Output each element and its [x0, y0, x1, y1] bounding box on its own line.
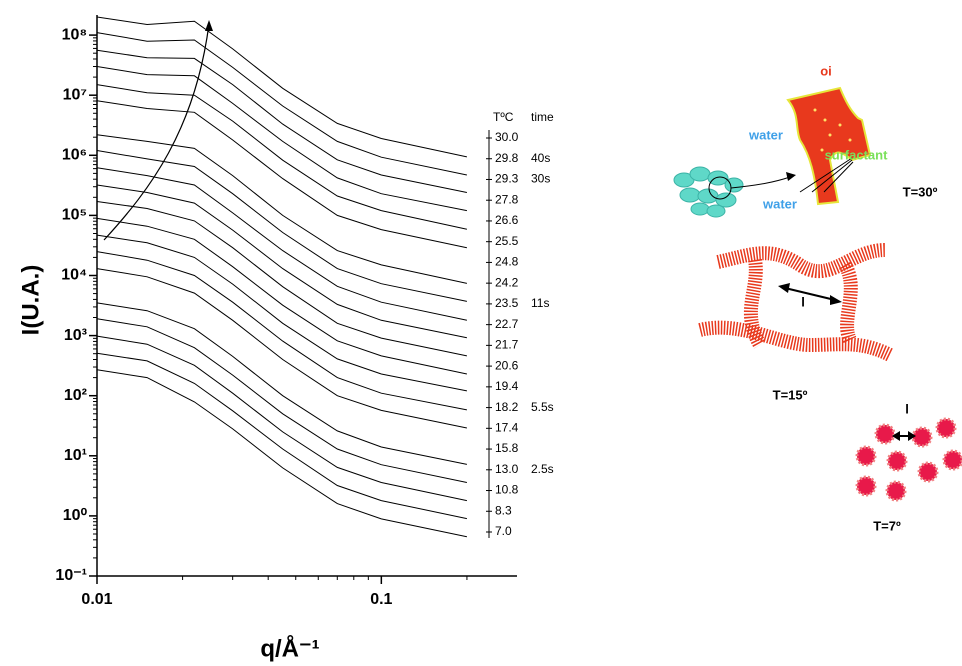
micelle-spheres [855, 417, 962, 502]
legend-label: 22.7 [495, 317, 519, 331]
legend-label: 24.8 [495, 255, 519, 269]
y-tick-label: 10² [64, 387, 87, 404]
legend-label: 24.2 [495, 275, 519, 289]
legend-label: 26.6 [495, 213, 519, 227]
y-tick-label: 10⁶ [62, 147, 87, 164]
y-tick-label: 10⁻¹ [55, 567, 87, 584]
annotation: water [748, 127, 783, 142]
x-axis-label: q/Å⁻¹ [260, 634, 319, 662]
legend-label: 30.0 [495, 130, 519, 144]
bicontinuous-structure [786, 86, 872, 206]
legend-label: 25.5 [495, 234, 519, 248]
annotation: oi [820, 63, 832, 78]
curve [96, 369, 468, 538]
annotation: surfactant [825, 147, 889, 162]
curve [96, 100, 468, 249]
curve [96, 217, 468, 375]
curve [96, 201, 468, 357]
legend-label: 29.8 [495, 151, 519, 165]
legend-label: 8.3 [495, 503, 512, 517]
curve [96, 302, 467, 465]
time-label: 5.5s [531, 400, 554, 414]
x-tick-label: 0.1 [370, 591, 392, 608]
time-label: 11s [531, 296, 549, 310]
curve [96, 150, 468, 302]
legend-label: 17.4 [495, 420, 519, 434]
spacing-arrow [784, 287, 836, 301]
x-tick-label: 0.01 [81, 591, 112, 608]
curve [96, 32, 468, 176]
trend-arrow [103, 23, 210, 241]
arrow-head [830, 295, 842, 305]
legend-label: 13.0 [495, 462, 519, 476]
legend-header: time [531, 110, 554, 124]
curve [96, 335, 468, 502]
curve [96, 134, 468, 284]
annotation: l [801, 294, 805, 309]
annotation: T=7º [873, 518, 901, 533]
curve [96, 167, 468, 321]
micelle-cluster [673, 166, 744, 218]
curve [96, 251, 467, 411]
curve [96, 49, 468, 193]
annotation: T=15º [773, 387, 808, 402]
surfactant-dots [813, 108, 852, 152]
legend-label: 20.6 [495, 358, 519, 372]
curve [96, 268, 468, 429]
annotation: water [762, 196, 797, 211]
curve [96, 84, 468, 230]
curve [96, 66, 467, 212]
y-tick-label: 10⁰ [63, 507, 88, 524]
y-axis-label: I(U.A.) [17, 265, 44, 336]
legend-label: 19.4 [495, 379, 519, 393]
arrow-head [892, 431, 900, 441]
y-tick-label: 10⁷ [63, 86, 87, 103]
legend-label: 21.7 [495, 338, 519, 352]
curve [96, 184, 468, 339]
legend-label: 18.2 [495, 400, 519, 414]
arrow-head [778, 283, 790, 293]
y-tick-label: 10¹ [64, 447, 87, 464]
legend-label: 7.0 [495, 524, 512, 538]
y-tick-label: 10⁴ [61, 267, 87, 284]
annotation: T=30º [903, 184, 938, 199]
legend-label: 27.8 [495, 192, 519, 206]
zoom-arrow [730, 176, 791, 189]
y-tick-label: 10³ [64, 327, 87, 344]
legend-label: 29.3 [495, 172, 519, 186]
y-tick-label: 10⁵ [62, 207, 87, 224]
time-label: 40s [531, 151, 550, 165]
pointer-lines [799, 157, 854, 193]
curve [96, 318, 468, 483]
time-label: 2.5s [531, 462, 554, 476]
arrow-head [786, 172, 796, 181]
curve [96, 16, 468, 158]
legend-label: 15.8 [495, 441, 519, 455]
legend-label: 10.8 [495, 483, 519, 497]
tube-network [698, 243, 894, 362]
arrow-head [205, 20, 213, 31]
legend-header: TºC [493, 110, 514, 124]
arrow-head [908, 431, 916, 441]
annotation: l [905, 401, 909, 416]
y-tick-label: 10⁸ [62, 26, 87, 43]
legend-label: 23.5 [495, 296, 519, 310]
time-label: 30s [531, 172, 550, 186]
curve [96, 352, 468, 520]
curve [96, 234, 467, 392]
